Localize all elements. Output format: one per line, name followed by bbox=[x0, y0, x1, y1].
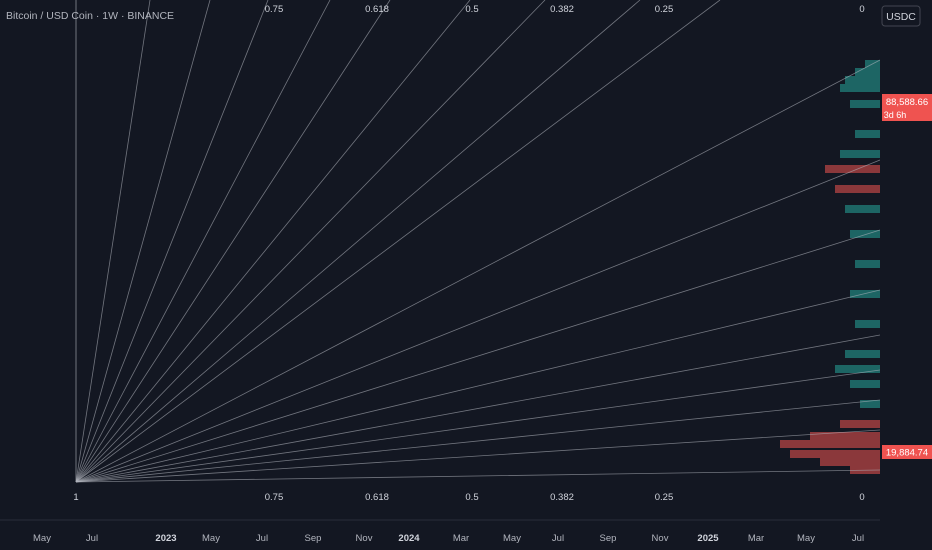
x-tick-label: Mar bbox=[748, 533, 764, 544]
fan-ratio-label-bottom: 1 bbox=[73, 492, 78, 503]
current-price-value: 88,588.66 bbox=[886, 97, 928, 108]
fan-line bbox=[75, 0, 391, 483]
fan-line bbox=[75, 0, 471, 483]
x-tick-label: May bbox=[797, 533, 815, 544]
fan-line bbox=[75, 0, 546, 483]
fan-line bbox=[75, 469, 881, 483]
chart-title: Bitcoin / USD Coin · 1W · BINANCE bbox=[6, 10, 174, 22]
volume-profile-bar bbox=[835, 185, 880, 193]
fan-line bbox=[75, 429, 881, 483]
fan-line bbox=[75, 289, 881, 483]
x-tick-label: May bbox=[503, 533, 521, 544]
volume-profile-bar bbox=[840, 84, 880, 92]
x-tick-label: Jul bbox=[86, 533, 98, 544]
volume-profile-bar bbox=[850, 380, 880, 388]
volume-profile-bar bbox=[780, 440, 880, 448]
volume-profile-bar bbox=[855, 260, 880, 268]
volume-profile-bar bbox=[845, 350, 880, 358]
fan-line bbox=[75, 0, 211, 483]
fan-ratio-label-top: 0.75 bbox=[265, 4, 284, 15]
fan-ratio-label-top: 0.25 bbox=[655, 4, 674, 15]
horizontal-marker-badge-bg bbox=[882, 445, 932, 459]
currency-button[interactable]: USDC bbox=[881, 5, 921, 27]
x-tick-label: Jul bbox=[852, 533, 864, 544]
x-tick-label: Mar bbox=[453, 533, 469, 544]
x-tick-label: Nov bbox=[652, 533, 669, 544]
fan-ratio-label-top: 0.618 bbox=[365, 4, 389, 15]
x-tick-label: Jul bbox=[552, 533, 564, 544]
fan-ratio-label-bottom: 0 bbox=[859, 492, 864, 503]
fan-line bbox=[75, 0, 721, 483]
fan-line bbox=[75, 0, 151, 483]
y-axis-background[interactable] bbox=[880, 0, 932, 550]
volume-profile-bar bbox=[825, 165, 880, 173]
volume-profile-bar bbox=[810, 432, 880, 440]
volume-profile-bar bbox=[845, 76, 880, 84]
volume-profile-bar bbox=[855, 130, 880, 138]
fan-line bbox=[75, 399, 881, 483]
fan-line bbox=[75, 159, 881, 483]
volume-profile-bar bbox=[845, 205, 880, 213]
x-tick-label: Jul bbox=[256, 533, 268, 544]
volume-profile-bar bbox=[855, 68, 880, 76]
fan-ratio-label-bottom: 0.75 bbox=[265, 492, 284, 503]
currency-button-label[interactable]: USDC bbox=[886, 11, 916, 23]
x-tick-label: 2023 bbox=[155, 533, 176, 544]
volume-profile-bar bbox=[855, 320, 880, 328]
volume-profile bbox=[780, 60, 880, 474]
fan-ratio-label-top: 0.5 bbox=[465, 4, 478, 15]
fan-ratio-label-top: 0.382 bbox=[550, 4, 574, 15]
volume-profile-bar bbox=[850, 230, 880, 238]
fan-line bbox=[75, 369, 881, 483]
volume-profile-bar bbox=[840, 420, 880, 428]
horizontal-marker-value: 19,884.74 bbox=[886, 448, 928, 459]
current-price-badge: 88,588.66 3d 6h bbox=[882, 94, 932, 121]
x-tick-label: Sep bbox=[305, 533, 322, 544]
fan-line bbox=[75, 229, 881, 483]
x-tick-label: Sep bbox=[600, 533, 617, 544]
y-axis[interactable]: 110,000.0078,000.0066,000.0058,000.0050,… bbox=[873, 0, 932, 550]
x-tick-label: 2024 bbox=[398, 533, 420, 544]
current-price-badge-bg bbox=[882, 94, 932, 121]
gann-fan-lines bbox=[75, 0, 881, 483]
fan-ratio-label-bottom: 0.5 bbox=[465, 492, 478, 503]
fan-ratio-labels: 1 0.75 0.75 0.618 0.618 0.5 0.5 0.382 0.382 0.25 0… bbox=[73, 4, 864, 503]
fan-line bbox=[75, 59, 881, 483]
fan-ratio-label-bottom: 0.25 bbox=[655, 492, 674, 503]
volume-profile-bar bbox=[790, 450, 880, 458]
x-axis[interactable]: May Jul 2023 May Jul Sep Nov 2024 Mar May Jul Sep No… bbox=[0, 519, 932, 544]
fan-line bbox=[75, 334, 881, 483]
fan-ratio-label-bottom: 0.618 bbox=[365, 492, 389, 503]
volume-profile-bar bbox=[840, 150, 880, 158]
x-tick-label: May bbox=[202, 533, 220, 544]
fan-line bbox=[75, 0, 641, 483]
fan-line bbox=[75, 0, 331, 483]
currency-button-frame[interactable] bbox=[881, 5, 921, 27]
x-tick-label: May bbox=[33, 533, 51, 544]
volume-profile-bar bbox=[850, 100, 880, 108]
fan-ratio-label-top: 0 bbox=[859, 4, 864, 15]
x-tick-label: Nov bbox=[356, 533, 373, 544]
volume-profile-bar bbox=[860, 400, 880, 408]
horizontal-marker-badge: 19,884.74 bbox=[882, 445, 932, 459]
volume-profile-bar bbox=[820, 458, 880, 466]
fan-ratio-label-bottom: 0.382 bbox=[550, 492, 574, 503]
x-tick-label: 2025 bbox=[697, 533, 719, 544]
fan-line bbox=[75, 0, 269, 483]
volume-profile-bar bbox=[835, 365, 880, 373]
volume-profile-bar bbox=[850, 290, 880, 298]
current-price-countdown: 3d 6h bbox=[884, 110, 907, 120]
